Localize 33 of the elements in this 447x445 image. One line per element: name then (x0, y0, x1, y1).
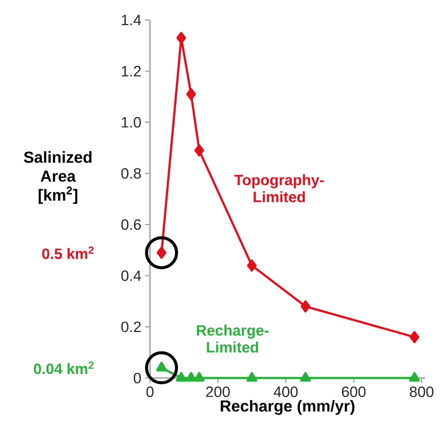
series-label: Topography-Limited (234, 174, 324, 202)
x-tick-label: 0 (146, 386, 154, 398)
y-tick-label: 0.2 (121, 322, 141, 332)
point (186, 88, 196, 100)
point (300, 372, 311, 382)
y-tick-label: 0.6 (121, 219, 141, 230)
x-tick-label: 200 (206, 386, 230, 398)
y-tick-label: 1.4 (122, 14, 142, 26)
text: 0.04 km$^{2}$ (34, 361, 94, 374)
x-axis-title: Recharge (mm/yr) (220, 400, 354, 415)
point (176, 32, 186, 44)
y-tick-label: 0 (134, 372, 141, 384)
y-axis-title: Salinized Area [km$^{2}$] (24, 151, 92, 204)
y-tick-label: 0.4 (121, 270, 142, 281)
y-tick-label: 0.8 (121, 168, 141, 179)
point (194, 372, 205, 382)
text: 0.5 km$^{2}$ (42, 246, 94, 260)
y-tick-label: 1.2 (122, 66, 141, 76)
point (145, 236, 178, 270)
x-tick-label: 600 (342, 386, 366, 398)
point (247, 259, 257, 272)
point (409, 372, 420, 382)
x-tick-label: 400 (274, 386, 298, 398)
series-label: Recharge-Limited (196, 324, 268, 353)
point (186, 372, 196, 382)
point (194, 144, 204, 156)
point (145, 351, 178, 384)
x-tick-label: 800 (410, 386, 434, 398)
point (246, 372, 258, 382)
point (176, 372, 187, 382)
point (410, 331, 420, 344)
y-tick-label: 1.0 (122, 116, 141, 128)
point (300, 300, 310, 312)
